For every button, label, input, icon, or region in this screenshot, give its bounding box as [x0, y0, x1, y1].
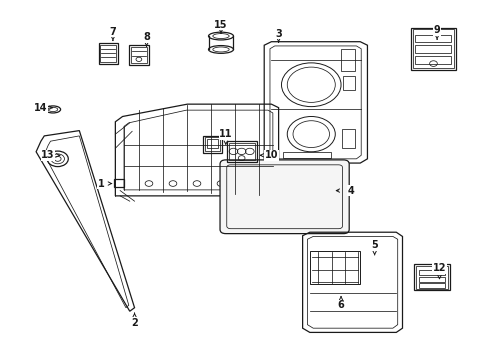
Bar	[411, 28, 456, 70]
Text: 14: 14	[34, 103, 48, 113]
Bar	[414, 264, 450, 291]
Text: 3: 3	[275, 28, 282, 39]
Bar	[283, 152, 331, 158]
Text: 5: 5	[371, 240, 378, 250]
Bar	[419, 277, 445, 282]
Bar	[413, 30, 454, 68]
Text: 9: 9	[434, 25, 441, 35]
Text: 11: 11	[219, 129, 233, 139]
Bar	[114, 179, 124, 187]
Text: 15: 15	[214, 20, 228, 30]
Bar	[205, 137, 220, 152]
Bar	[342, 129, 355, 148]
Bar	[98, 43, 118, 64]
Bar	[416, 45, 451, 53]
Text: 7: 7	[110, 27, 116, 37]
Text: 13: 13	[41, 150, 55, 160]
Bar	[343, 76, 355, 90]
Bar	[310, 251, 360, 284]
Bar	[416, 56, 451, 64]
Text: 8: 8	[143, 32, 150, 42]
Text: 2: 2	[131, 318, 138, 328]
Bar	[419, 270, 445, 275]
Bar	[227, 141, 257, 162]
Text: 4: 4	[347, 186, 354, 195]
Bar	[416, 35, 451, 42]
Text: 1: 1	[98, 179, 104, 189]
Bar	[129, 45, 149, 65]
Bar	[131, 47, 147, 63]
Bar	[207, 139, 218, 148]
FancyBboxPatch shape	[220, 160, 349, 234]
Bar	[419, 283, 445, 288]
Bar	[416, 266, 448, 289]
Bar	[100, 45, 116, 62]
Text: 6: 6	[338, 300, 344, 310]
Bar	[229, 143, 255, 160]
Text: 12: 12	[433, 263, 446, 273]
Bar	[341, 49, 355, 71]
Bar	[203, 136, 222, 153]
Text: 10: 10	[265, 150, 278, 160]
